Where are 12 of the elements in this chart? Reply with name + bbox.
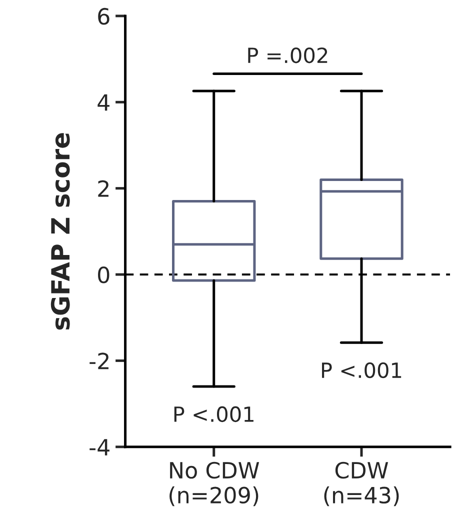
y-tick-label: -2 xyxy=(90,352,108,370)
annotation: P <.001 xyxy=(174,406,254,422)
annotation: P <.001 xyxy=(322,362,402,378)
x-tick-label: No CDW (n=209) xyxy=(170,462,260,506)
y-tick-label: 6 xyxy=(98,8,110,25)
y-axis-title: sGFAP Z score xyxy=(50,133,70,330)
y-tick-label: 2 xyxy=(98,180,108,197)
x-tick-label: CDW (n=43) xyxy=(324,462,399,506)
y-tick-label: -4 xyxy=(90,439,110,456)
y-tick-label: 0 xyxy=(98,266,110,284)
y-tick-label: 4 xyxy=(98,94,110,111)
annotation: P =.002 xyxy=(248,47,328,64)
